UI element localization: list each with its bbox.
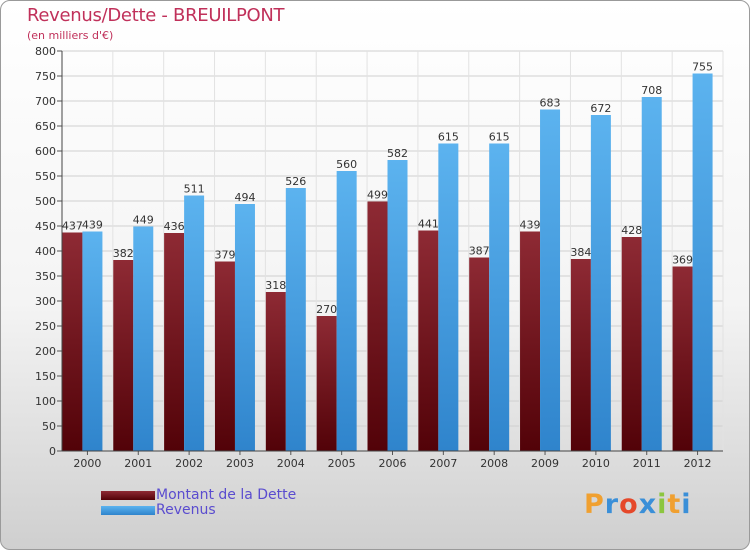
data-label-dette: 499 [367, 189, 388, 202]
y-tick-label: 300 [35, 295, 56, 308]
y-tick-label: 800 [35, 45, 56, 58]
x-tick-label: 2002 [175, 457, 203, 470]
y-tick-label: 250 [35, 320, 56, 333]
legend-swatch-revenus [101, 506, 155, 515]
logo-letter: t [667, 489, 682, 520]
bar-dette [520, 231, 541, 451]
x-tick-label: 2010 [582, 457, 610, 470]
data-label-revenus: 494 [234, 191, 255, 204]
bar-dette [469, 257, 490, 451]
data-label-revenus: 511 [184, 183, 205, 196]
data-label-revenus: 672 [590, 102, 611, 115]
y-tick-label: 700 [35, 95, 56, 108]
legend-swatch-dette [101, 491, 155, 500]
x-tick-label: 2005 [328, 457, 356, 470]
y-tick-label: 100 [35, 395, 56, 408]
bar-dette [164, 233, 185, 451]
y-tick-label: 150 [35, 370, 56, 383]
data-label-dette: 439 [520, 219, 541, 232]
data-label-dette: 387 [469, 245, 490, 258]
data-label-dette: 441 [418, 218, 439, 231]
data-label-dette: 369 [672, 254, 693, 267]
data-label-dette: 436 [164, 220, 185, 233]
x-tick-label: 2009 [531, 457, 559, 470]
bar-dette [570, 259, 591, 451]
bar-dette [367, 201, 388, 451]
data-label-revenus: 708 [641, 84, 662, 97]
bar-dette [621, 237, 642, 451]
x-tick-label: 2011 [633, 457, 661, 470]
bar-dette [62, 232, 83, 451]
bar-dette [316, 316, 337, 451]
y-tick-label: 50 [42, 420, 56, 433]
data-label-revenus: 615 [438, 131, 459, 144]
x-tick-label: 2006 [379, 457, 407, 470]
logo-letter: r [604, 489, 620, 520]
x-tick-label: 2003 [226, 457, 254, 470]
x-tick-label: 2007 [429, 457, 457, 470]
y-tick-label: 650 [35, 120, 56, 133]
chart-title: Revenus/Dette - BREUILPONT [27, 5, 285, 26]
x-tick-label: 2000 [73, 457, 101, 470]
bar-revenus [438, 143, 459, 451]
x-tick-label: 2008 [480, 457, 508, 470]
data-label-dette: 382 [113, 247, 134, 260]
data-label-dette: 428 [621, 224, 642, 237]
y-tick-label: 600 [35, 145, 56, 158]
bar-revenus [590, 115, 611, 451]
logo-letter: o [619, 489, 639, 520]
y-tick-label: 0 [49, 445, 56, 458]
y-tick-label: 550 [35, 170, 56, 183]
legend-label-revenus: Revenus [156, 502, 216, 518]
x-tick-label: 2012 [684, 457, 712, 470]
data-label-revenus: 683 [540, 97, 561, 110]
logo-letter: i [657, 489, 668, 520]
data-label-revenus: 560 [336, 158, 357, 171]
bar-revenus [692, 73, 713, 451]
data-label-dette: 270 [316, 303, 337, 316]
bar-revenus [234, 204, 255, 451]
data-label-revenus: 449 [133, 214, 154, 227]
bar-revenus [387, 160, 408, 451]
proxiti-logo: Proxiti [584, 489, 692, 520]
bar-dette [214, 261, 235, 451]
logo-letter: x [638, 489, 658, 520]
data-label-dette: 437 [62, 220, 83, 233]
y-tick-label: 400 [35, 245, 56, 258]
bar-revenus [489, 143, 510, 451]
x-tick-label: 2001 [124, 457, 152, 470]
legend-label-dette: Montant de la Dette [156, 487, 297, 503]
y-tick-label: 450 [35, 220, 56, 233]
data-label-revenus: 615 [489, 131, 510, 144]
bar-revenus [184, 195, 205, 451]
bar-dette [265, 292, 286, 451]
y-tick-label: 200 [35, 345, 56, 358]
data-label-revenus: 755 [692, 61, 713, 74]
y-tick-label: 500 [35, 195, 56, 208]
logo-letter: P [584, 489, 605, 520]
bar-revenus [82, 231, 103, 451]
x-tick-label: 2004 [277, 457, 305, 470]
bar-revenus [336, 171, 357, 451]
logo-letter: i [681, 489, 692, 520]
y-tick-label: 350 [35, 270, 56, 283]
data-label-dette: 318 [265, 279, 286, 292]
data-label-revenus: 439 [82, 219, 103, 232]
bar-revenus [540, 109, 561, 451]
data-label-revenus: 526 [285, 175, 306, 188]
data-label-dette: 379 [214, 249, 235, 262]
bar-revenus [285, 188, 306, 451]
bar-dette [418, 230, 439, 451]
data-label-dette: 384 [570, 246, 591, 259]
chart-subtitle: (en milliers d'€) [27, 29, 114, 42]
bar-dette [672, 266, 693, 451]
bar-revenus [641, 97, 662, 451]
y-tick-label: 750 [35, 70, 56, 83]
bar-dette [113, 260, 134, 451]
bar-revenus [133, 226, 154, 451]
data-label-revenus: 582 [387, 147, 408, 160]
